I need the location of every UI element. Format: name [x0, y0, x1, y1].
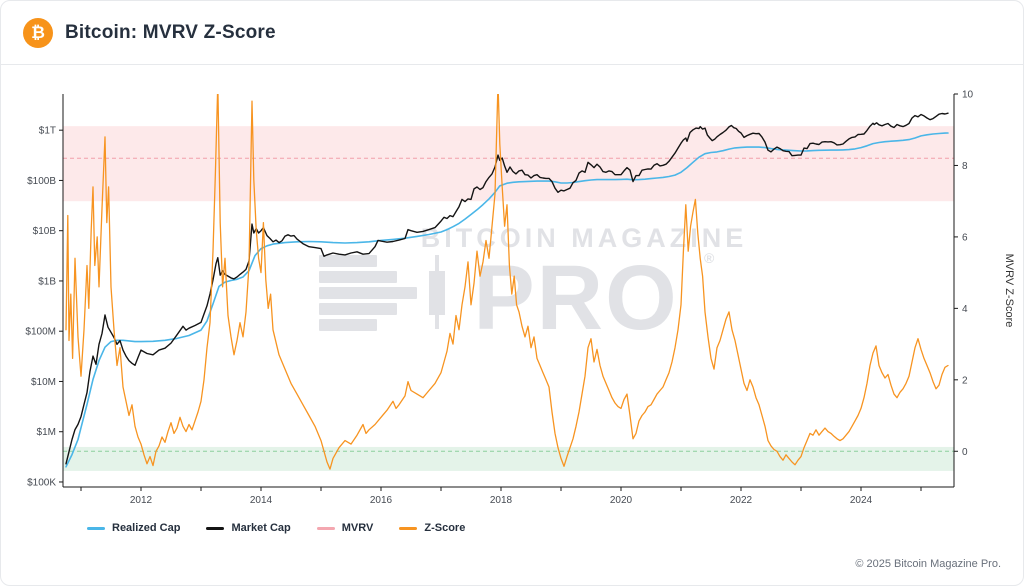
svg-text:$1T: $1T — [39, 126, 56, 137]
mvrv-undervalued-band — [63, 446, 954, 471]
svg-text:10: 10 — [962, 90, 974, 101]
mvrv-overvalued-band — [63, 126, 954, 202]
right-axis-title: MVRV Z-Score — [1003, 254, 1015, 328]
svg-text:$1M: $1M — [37, 427, 56, 438]
legend-label: Market Cap — [231, 522, 291, 534]
axes-frame — [62, 94, 955, 488]
svg-text:0: 0 — [962, 447, 968, 458]
legend-swatch — [87, 526, 105, 530]
svg-text:$10M: $10M — [31, 377, 56, 388]
svg-text:2024: 2024 — [850, 495, 873, 506]
legend-item-realized-cap[interactable]: Realized Cap — [87, 522, 180, 534]
legend-label: Realized Cap — [112, 522, 181, 534]
chart-legend: Realized Cap Market Cap MVRV Z-Score — [1, 509, 1023, 541]
right-axis: 0 2 4 6 8 10 MVRV Z-Score — [954, 90, 1015, 458]
legend-item-market-cap[interactable]: Market Cap — [206, 522, 291, 534]
svg-text:8: 8 — [962, 161, 968, 172]
svg-text:2012: 2012 — [130, 495, 153, 506]
legend-label: MVRV — [341, 522, 374, 534]
svg-text:2: 2 — [962, 375, 968, 386]
svg-text:$1B: $1B — [38, 276, 56, 287]
watermark-line2: PRO — [473, 247, 678, 349]
svg-text:$100M: $100M — [25, 327, 56, 338]
svg-text:2020: 2020 — [610, 495, 633, 506]
watermark-registered: ® — [704, 250, 715, 266]
series-z-score — [65, 94, 949, 470]
legend-swatch — [316, 526, 335, 530]
svg-text:$100B: $100B — [27, 176, 56, 187]
legend-item-z-score[interactable]: Z-Score — [399, 522, 465, 534]
legend-swatch — [399, 526, 418, 530]
footer: © 2025 Bitcoin Magazine Pro. — [1, 541, 1023, 585]
svg-text:2014: 2014 — [250, 495, 273, 506]
svg-text:$10B: $10B — [33, 226, 57, 237]
svg-text:2022: 2022 — [730, 495, 753, 506]
svg-text:4: 4 — [962, 304, 968, 315]
bitcoin-logo-icon: ₿ — [23, 17, 53, 48]
legend-swatch — [206, 526, 225, 530]
chart-area: BITCOIN MAGAZINE PRO ® $100K $1M $10M $100M $1B… — [1, 65, 1023, 509]
left-axis: $100K $1M $10M $100M $1B $10B $100B $1T — [25, 126, 63, 488]
page-title: Bitcoin: MVRV Z-Score — [65, 21, 276, 43]
header: ₿ Bitcoin: MVRV Z-Score — [1, 1, 1023, 65]
svg-text:2016: 2016 — [370, 495, 393, 506]
legend-label: Z-Score — [424, 522, 466, 534]
x-axis: 2012 2014 2016 2018 2020 2022 2024 — [80, 487, 922, 506]
svg-text:2018: 2018 — [490, 495, 513, 506]
svg-text:6: 6 — [962, 232, 968, 243]
copyright-text: © 2025 Bitcoin Magazine Pro. — [855, 558, 1001, 570]
svg-text:$100K: $100K — [27, 477, 56, 488]
legend-item-mvrv[interactable]: MVRV — [316, 522, 374, 534]
